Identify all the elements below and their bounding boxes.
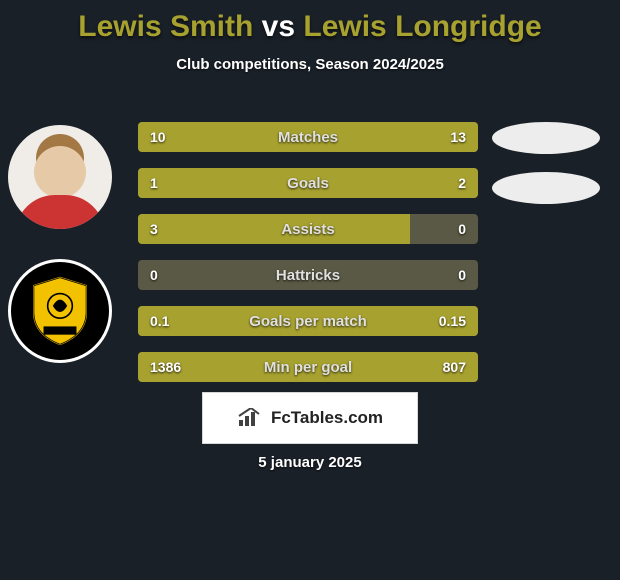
player1-avatar <box>8 125 112 229</box>
stat-row: Hattricks0 0 <box>138 260 478 290</box>
player2-oval-2 <box>492 172 600 204</box>
shield-icon <box>29 275 91 347</box>
avatar-shirt <box>15 195 105 229</box>
date-text: 5 january 2025 <box>0 454 620 471</box>
subtitle: Club competitions, Season 2024/2025 <box>0 50 620 83</box>
stat-row: Min per goal1386807 <box>138 352 478 382</box>
stat-label: Matches <box>138 122 478 152</box>
stat-value-right: 807 <box>431 352 478 382</box>
stat-value-right: 13 <box>438 122 478 152</box>
brand-text: FcTables.com <box>271 408 383 428</box>
brand-box: FcTables.com <box>202 392 418 444</box>
stat-value-right: 0.15 <box>427 306 478 336</box>
stat-value-right: 0 <box>446 260 478 290</box>
stat-row: Goals1 2 <box>138 168 478 198</box>
oval-column <box>492 122 604 222</box>
page-title: Lewis Smith vs Lewis Longridge <box>0 0 620 50</box>
stat-value-left: 0 <box>138 260 170 290</box>
stat-label: Hattricks <box>138 260 478 290</box>
stat-row: Matches10 13 <box>138 122 478 152</box>
player2-club-badge <box>8 259 112 363</box>
stat-value-right: 0 <box>446 214 478 244</box>
stat-value-left: 10 <box>138 122 178 152</box>
title-vs: vs <box>262 10 295 43</box>
title-player1: Lewis Smith <box>78 10 253 43</box>
stat-value-left: 0.1 <box>138 306 181 336</box>
stat-label: Goals <box>138 168 478 198</box>
chart-icon <box>237 408 263 428</box>
stat-value-right: 2 <box>446 168 478 198</box>
stats-bars: Matches1013Goals12Assists30Hattricks00Go… <box>138 122 478 398</box>
stat-row: Assists3 0 <box>138 214 478 244</box>
stat-value-left: 3 <box>138 214 170 244</box>
stat-label: Assists <box>138 214 478 244</box>
stat-value-left: 1 <box>138 168 170 198</box>
stat-value-left: 1386 <box>138 352 193 382</box>
avatar-column <box>8 125 116 393</box>
avatar-head <box>34 146 86 198</box>
title-player2: Lewis Longridge <box>303 10 541 43</box>
stat-row: Goals per match0.10.15 <box>138 306 478 336</box>
player2-oval-1 <box>492 122 600 154</box>
